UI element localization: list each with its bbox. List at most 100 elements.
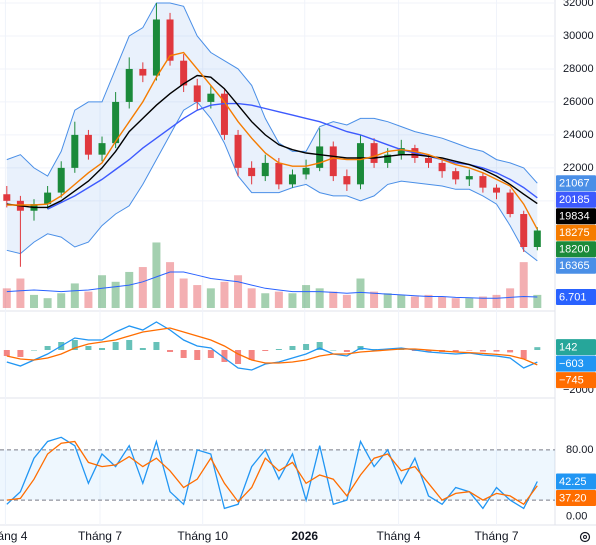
candle-body	[220, 93, 228, 135]
macd-line	[6, 327, 538, 366]
candle-body	[520, 214, 528, 247]
y-tick-label: 24000	[563, 129, 594, 141]
volume-bar	[342, 294, 351, 308]
candle-body	[112, 101, 120, 144]
histogram-bar	[17, 350, 24, 357]
volume-bar	[329, 291, 338, 308]
candle-body	[152, 19, 160, 76]
volume-bar	[57, 293, 66, 308]
histogram-bar	[85, 346, 92, 350]
candle-body	[166, 19, 174, 61]
price-badge-label: 18275	[559, 227, 590, 239]
price-badge	[556, 257, 596, 274]
price-badge-label: 37.20	[559, 492, 587, 504]
price-badge-label: −745	[559, 375, 584, 387]
volume-bar	[193, 285, 202, 308]
stochastic-line	[6, 440, 538, 506]
candle-body	[139, 68, 147, 76]
candle-body	[207, 93, 215, 102]
histogram-bar	[207, 350, 214, 358]
x-tick-label: Tháng 7	[474, 529, 518, 543]
volume-bar	[30, 294, 39, 308]
price-badge	[556, 473, 596, 490]
price-badge-label: 21067	[559, 178, 590, 190]
candle-body	[384, 154, 392, 163]
volume-bar	[465, 298, 474, 308]
histogram-bar	[466, 350, 473, 351]
histogram-bar	[235, 350, 242, 364]
volume-bar	[397, 294, 406, 308]
gear-center[interactable]	[583, 535, 587, 539]
histogram-bar	[180, 350, 187, 358]
band-upper	[6, 2, 538, 184]
x-tick-label: 2026	[291, 529, 318, 543]
histogram-bar	[275, 349, 282, 350]
x-tick-label: Tháng 10	[177, 529, 228, 543]
candle-body	[84, 134, 92, 155]
histogram-bar	[194, 350, 201, 360]
volume-bar	[125, 271, 134, 308]
price-badge-label: 142	[559, 342, 577, 354]
price-badge-label: 16365	[559, 260, 590, 272]
volume-bar	[206, 288, 215, 308]
volume-bar	[356, 278, 365, 308]
candle-body	[343, 176, 351, 185]
volume-bar	[84, 291, 93, 308]
histogram-bar	[493, 350, 500, 352]
moving-average	[6, 51, 538, 230]
histogram-bar	[153, 342, 160, 350]
price-badge	[556, 289, 596, 306]
volume-bar	[70, 283, 79, 308]
candle-body	[533, 230, 541, 247]
y-tick-label: 80.00	[566, 444, 594, 456]
candle-body	[370, 143, 378, 163]
candle-body	[424, 157, 432, 163]
candle-body	[57, 167, 65, 193]
price-badge-label: 19834	[559, 211, 590, 223]
band-fill	[6, 3, 538, 261]
moving-average	[47, 102, 538, 210]
volume-bar	[506, 288, 515, 308]
histogram-bar	[71, 340, 78, 350]
volume-bar	[383, 293, 392, 308]
volume-bar	[533, 294, 542, 308]
price-badge-label: 6.701	[559, 291, 587, 303]
volume-bar	[16, 278, 25, 308]
y-tick-label: 22000	[563, 162, 594, 174]
price-badge-label: 18200	[559, 244, 590, 256]
settings-icon[interactable]	[579, 531, 591, 543]
candle-body	[98, 143, 106, 155]
histogram-bar	[343, 350, 350, 352]
price-badge	[556, 208, 596, 225]
candle-body	[248, 167, 256, 177]
price-badge-label: 20185	[559, 194, 590, 206]
histogram-bar	[3, 350, 10, 356]
candle-body	[493, 187, 501, 193]
candle-body	[3, 194, 11, 201]
candle-body	[71, 134, 79, 168]
gear[interactable]	[579, 531, 591, 543]
volume-bar	[370, 291, 379, 308]
price-badge	[556, 191, 596, 208]
price-badge	[556, 175, 596, 192]
volume-bar	[179, 278, 188, 308]
y-tick-label: 26000	[563, 96, 594, 108]
histogram-bar	[479, 350, 486, 352]
histogram-bar	[507, 350, 514, 353]
x-tick-label: Tháng 4	[377, 529, 421, 543]
histogram-bar	[316, 342, 323, 350]
moving-average	[6, 74, 538, 209]
volume-bar	[288, 293, 297, 308]
volume-bar	[220, 281, 229, 308]
candle-body	[316, 146, 324, 168]
price-badge	[556, 355, 596, 372]
candle-body	[302, 167, 310, 175]
band-lower	[6, 101, 538, 262]
histogram-bar	[221, 350, 228, 362]
volume-bar	[247, 288, 256, 308]
candle-body	[329, 146, 337, 177]
candle-body	[288, 174, 296, 185]
volume-bar	[166, 262, 175, 308]
